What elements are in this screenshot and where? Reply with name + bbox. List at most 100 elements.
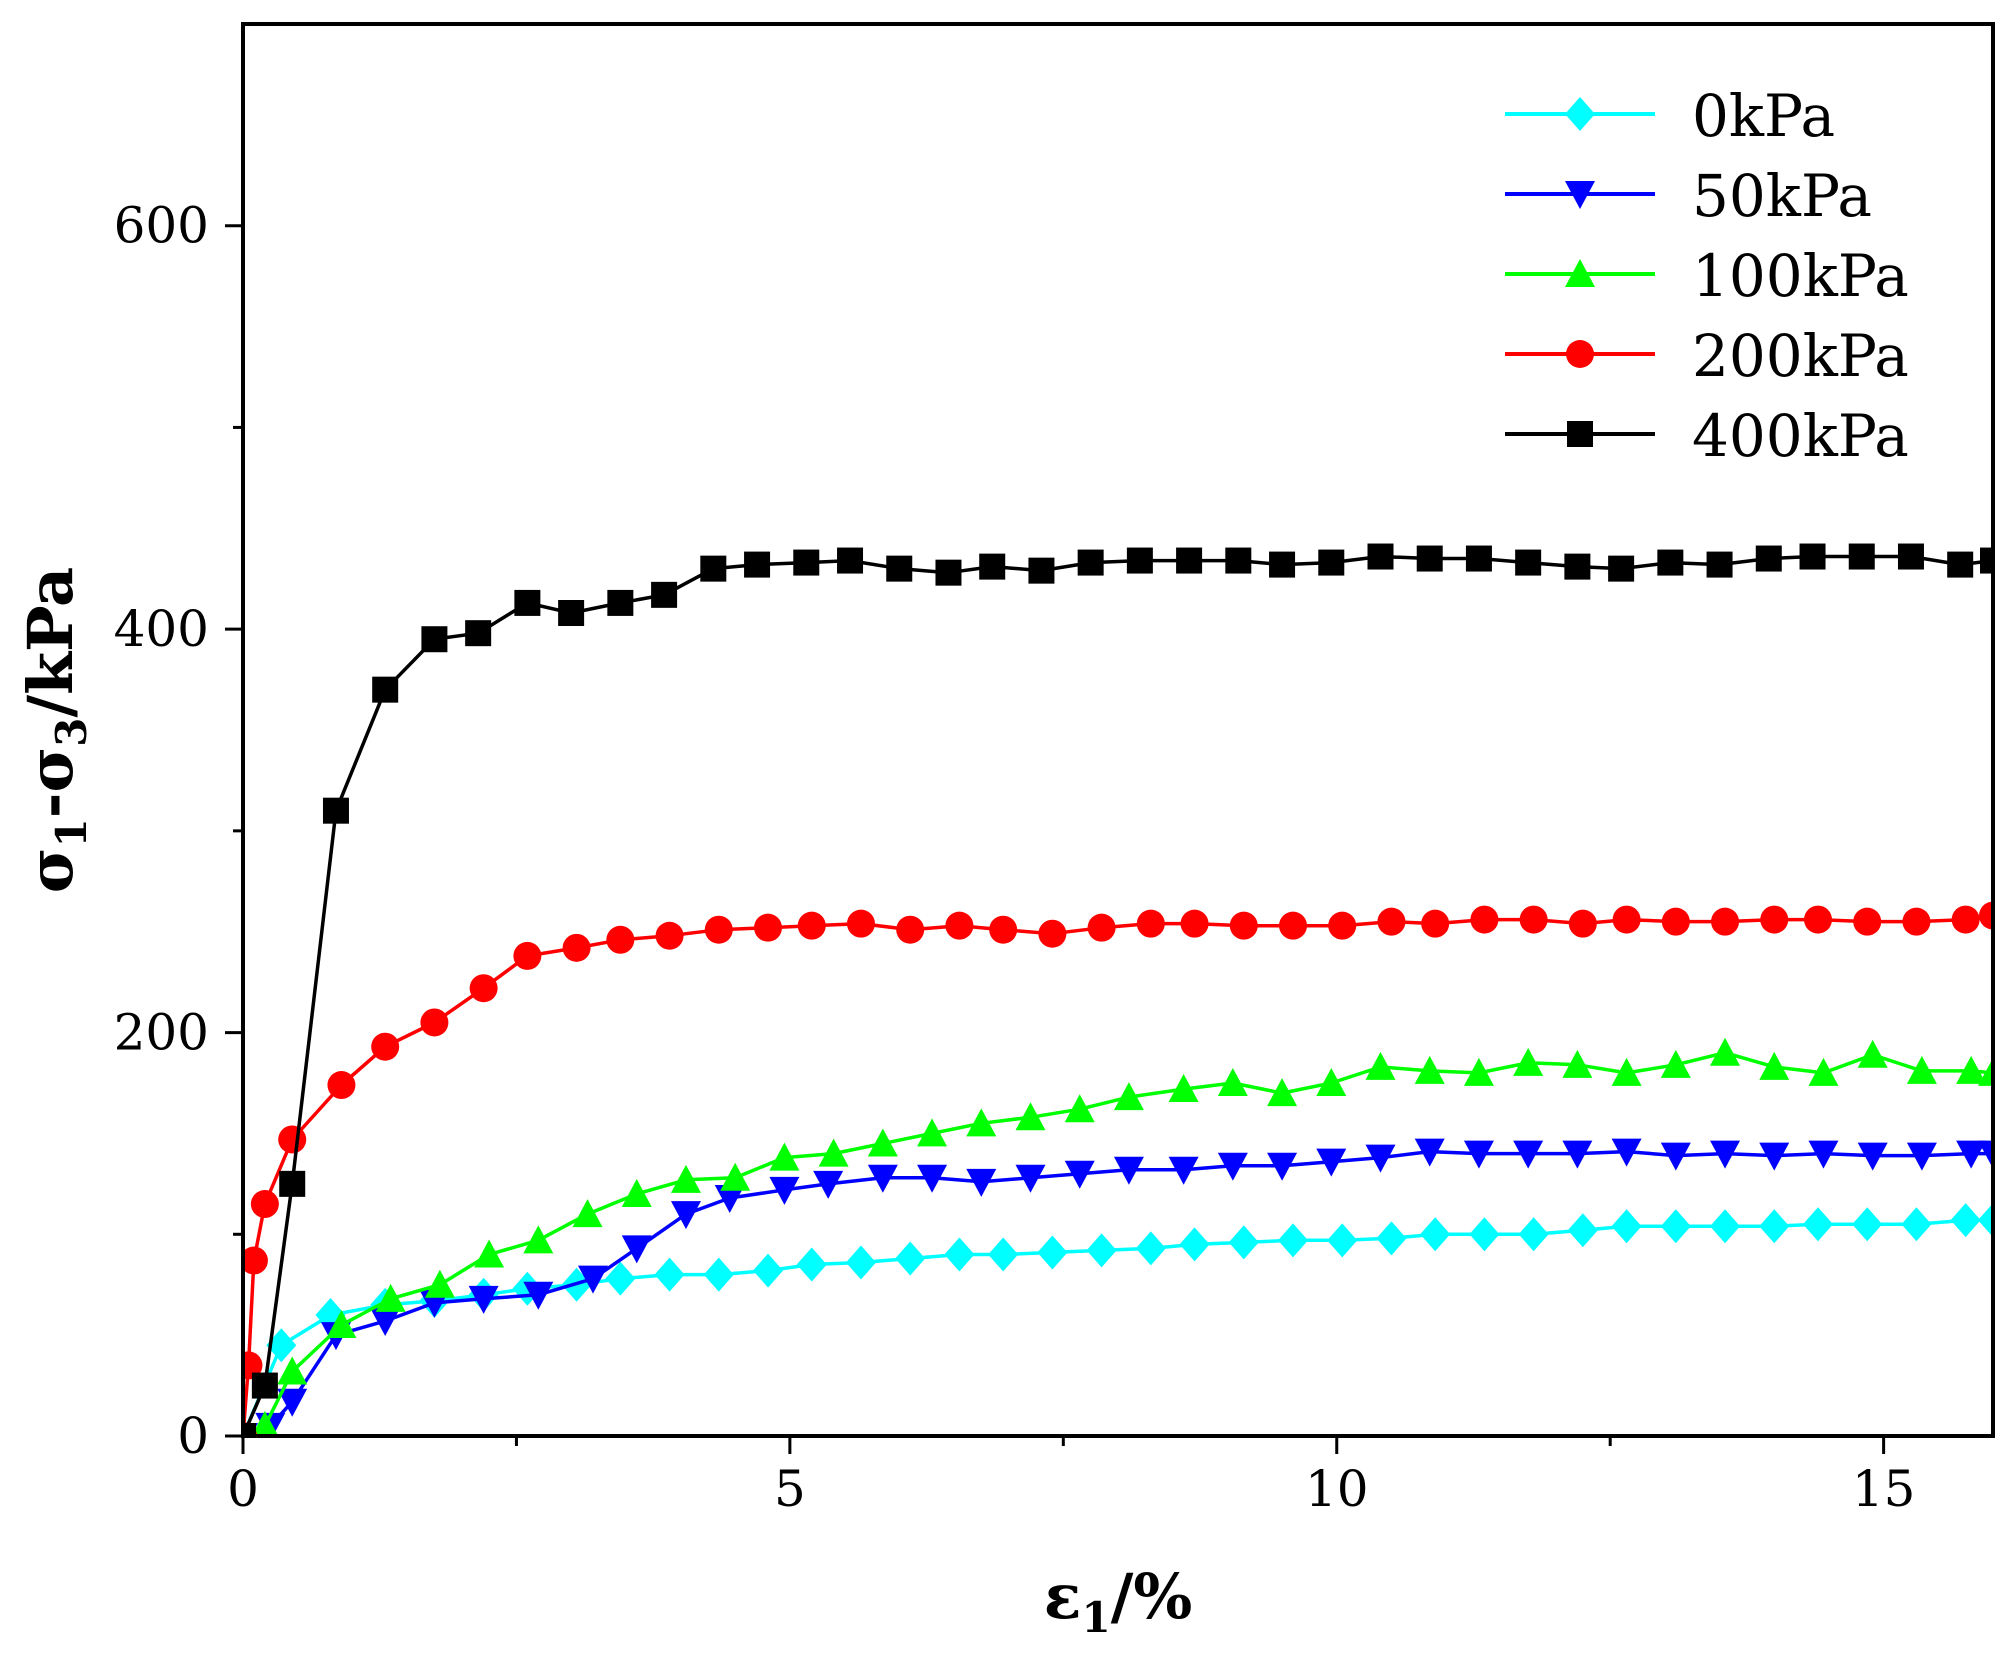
data-point <box>1759 1142 1790 1171</box>
data-point <box>1269 551 1296 578</box>
data-point <box>1087 913 1116 942</box>
data-point <box>945 911 974 940</box>
data-point <box>1015 1164 1046 1193</box>
legend-label: 400kPa <box>1692 402 1909 470</box>
data-point <box>917 1118 948 1147</box>
data-point <box>1113 1156 1144 1185</box>
data-point <box>1077 549 1104 576</box>
data-point <box>514 589 541 616</box>
data-point <box>572 1199 603 1228</box>
data-point <box>754 913 782 942</box>
y-axis-title-sigma1: σ <box>14 847 87 893</box>
data-point <box>606 925 635 954</box>
legend-item: 100kPa <box>1505 242 1909 310</box>
data-point <box>1316 1068 1347 1096</box>
data-point <box>513 941 542 970</box>
data-point <box>837 547 864 574</box>
x-axis-title: ε1/% <box>1044 1560 1193 1642</box>
y-axis-title-sub1: 1 <box>47 818 96 847</box>
data-point <box>372 676 399 703</box>
data-point <box>1217 1152 1248 1181</box>
data-point <box>651 581 678 608</box>
series-400kPa <box>241 543 1995 1438</box>
data-point <box>1318 549 1345 576</box>
data-point <box>1710 1037 1741 1066</box>
data-point <box>1168 1156 1199 1185</box>
data-point <box>277 1388 308 1417</box>
data-point <box>896 915 925 944</box>
data-point <box>371 1032 400 1061</box>
plot-frame <box>241 22 1995 1438</box>
data-point <box>251 1372 278 1399</box>
data-point <box>1711 907 1740 936</box>
data-point <box>1086 1233 1117 1268</box>
data-point <box>670 1164 701 1193</box>
y-axis-title-dash: - <box>14 793 87 819</box>
data-point <box>796 1247 827 1282</box>
data-point <box>1808 1140 1839 1169</box>
data-point <box>1126 547 1153 574</box>
data-point <box>670 1201 701 1230</box>
data-point <box>1513 1140 1544 1169</box>
data-point <box>1660 1049 1691 1078</box>
y-axis-title-sub3: 3 <box>47 718 96 747</box>
data-point <box>944 1237 975 1272</box>
data-point <box>370 1308 401 1337</box>
data-point <box>1710 1209 1741 1244</box>
x-tick-label: 0 <box>227 1460 259 1518</box>
data-point <box>793 549 820 576</box>
data-point <box>1853 907 1882 936</box>
data-point <box>1901 1207 1932 1242</box>
data-point <box>278 1125 307 1154</box>
data-point <box>1064 1094 1095 1123</box>
data-point <box>1421 909 1450 938</box>
data-point <box>1135 1231 1166 1266</box>
data-point <box>241 1246 268 1275</box>
legend-label: 0kPa <box>1692 82 1835 150</box>
data-point <box>714 1184 745 1213</box>
data-point <box>769 1142 800 1171</box>
data-point <box>465 620 492 647</box>
data-point <box>753 1253 783 1288</box>
legend-item: 200kPa <box>1505 322 1909 390</box>
legend-swatch-marker <box>1565 259 1595 287</box>
data-point <box>1564 553 1591 580</box>
data-point <box>1463 1140 1494 1169</box>
data-point <box>1376 1221 1407 1256</box>
legend: 0kPa 50kPa 100kPa 200kPa 400kPa <box>1505 82 1909 470</box>
data-point <box>1568 909 1597 938</box>
data-point <box>1136 909 1165 938</box>
data-point <box>704 915 733 944</box>
y-axis-title-unit: /kPa <box>14 567 87 718</box>
legend-label: 200kPa <box>1692 322 1909 390</box>
data-point <box>1611 1057 1642 1086</box>
data-point <box>1611 1138 1642 1167</box>
data-point <box>700 555 727 582</box>
data-point <box>1414 1138 1445 1167</box>
data-point <box>1365 1144 1396 1173</box>
data-point <box>989 915 1018 944</box>
series-200kPa <box>241 901 1995 1438</box>
data-point <box>744 551 771 578</box>
data-point <box>1518 1217 1549 1252</box>
data-point <box>421 626 448 653</box>
data-point <box>1217 1068 1248 1096</box>
data-point <box>1513 1047 1544 1076</box>
data-point <box>979 553 1006 580</box>
data-point <box>1755 545 1782 572</box>
data-point <box>867 1164 898 1193</box>
legend-item: 0kPa <box>1505 82 1835 150</box>
data-point <box>846 909 875 938</box>
data-point <box>1562 1140 1593 1169</box>
data-point <box>1367 543 1394 570</box>
data-point <box>1168 1074 1199 1103</box>
data-point <box>813 1170 844 1199</box>
data-point <box>1950 1203 1981 1238</box>
data-point <box>1416 545 1443 572</box>
legend-swatch-marker <box>1567 421 1593 447</box>
data-point <box>562 933 591 962</box>
data-point <box>1978 1140 1995 1169</box>
data-point <box>1278 1223 1308 1258</box>
data-point <box>1179 1227 1210 1262</box>
